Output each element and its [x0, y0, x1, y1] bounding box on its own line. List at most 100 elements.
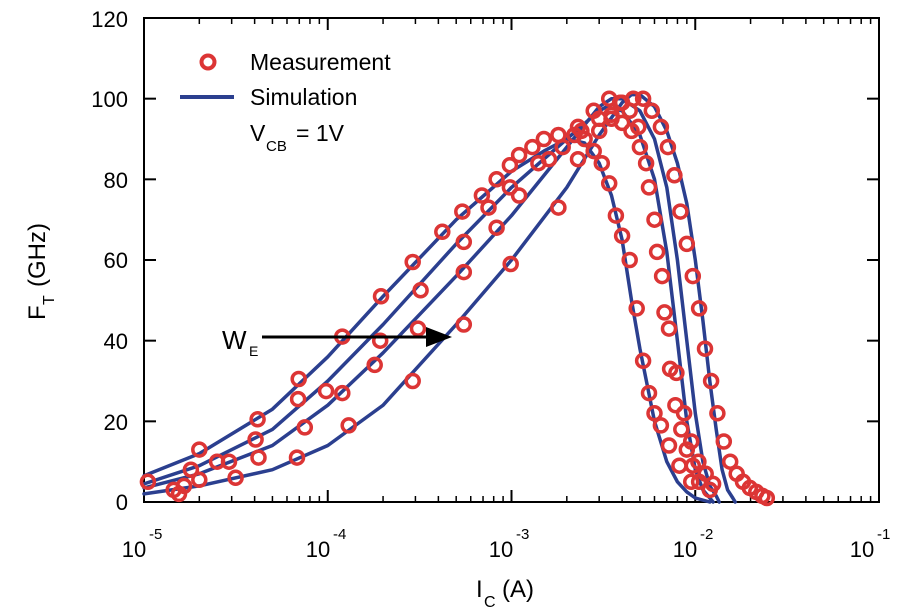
measurement-point [510, 187, 528, 204]
measurement-point [404, 372, 421, 390]
measurement-point [455, 316, 473, 333]
y-tick-label: 80 [104, 168, 128, 193]
y-tick-label: 0 [116, 490, 128, 515]
measurement-point [366, 356, 383, 374]
measurement-point [409, 320, 427, 337]
measurement-point [250, 449, 267, 466]
measurement-point [668, 364, 685, 382]
measurement-point [372, 288, 390, 305]
measurement-point [290, 370, 307, 388]
measurement-point [576, 130, 593, 148]
measurement-point [667, 396, 684, 414]
x-tick-exp: -1 [877, 526, 890, 543]
measurement-point [613, 114, 631, 132]
measurement-point [696, 340, 714, 357]
measurement-point [613, 227, 631, 245]
y-tick-label: 100 [91, 87, 128, 112]
measurement-point [585, 142, 602, 160]
legend-label: Simulation [250, 84, 357, 110]
legend: Measurement Simulation V CB = 1V [180, 49, 391, 155]
x-tick-base: 10 [673, 537, 697, 562]
measurement-point [652, 417, 670, 434]
measurement-point [501, 179, 519, 196]
measurement-point [682, 473, 700, 491]
measurement-point [621, 251, 638, 269]
measurement-point [640, 179, 658, 196]
measurement-points [139, 90, 776, 507]
measurement-point [220, 453, 238, 470]
measurement-point [690, 453, 707, 470]
we-annotation: W E [222, 325, 452, 359]
measurement-point [569, 118, 587, 136]
x-tick-exp: -2 [700, 526, 713, 543]
measurement-point [288, 449, 306, 466]
legend-marker-circle [199, 53, 217, 71]
measurement-point [660, 320, 678, 337]
x-tick-label: 10 -4 [306, 526, 347, 562]
measurement-point [249, 411, 266, 428]
measurement-point [634, 90, 652, 107]
x-tick-label: 10 -2 [673, 526, 714, 562]
measurement-point [404, 253, 421, 271]
measurement-point [524, 138, 541, 156]
measurement-point [590, 122, 608, 140]
measurement-point [678, 441, 696, 458]
measurement-point [473, 187, 491, 204]
measurement-point [704, 475, 722, 493]
measurement-point [455, 233, 473, 251]
measurement-point [289, 390, 307, 408]
y-tick-label: 120 [91, 7, 128, 32]
x-tick-exp: -4 [333, 526, 346, 543]
y-label-unit: (GHz) [24, 223, 51, 287]
measurement-point [455, 263, 473, 281]
x-tick-label: 10 -3 [489, 526, 530, 562]
measurement-point [715, 433, 733, 450]
legend-entry-simulation: Simulation [180, 84, 357, 110]
measurement-point [673, 421, 690, 438]
legend-label: Measurement [250, 49, 391, 75]
measurement-point [659, 138, 677, 156]
measurement-point [672, 203, 689, 220]
simulation-line-4 [142, 92, 737, 504]
y-tick-label: 60 [104, 248, 128, 273]
x-label-sub: C [484, 594, 496, 611]
x-tick-exp: -3 [516, 526, 529, 543]
condition-sub: CB [266, 138, 287, 155]
measurement-point [139, 473, 157, 491]
measurement-point [296, 419, 314, 436]
measurement-point [510, 146, 528, 164]
x-tick-labels: 10 -5 10 -4 10 -3 10 -2 10 -1 [122, 526, 891, 562]
measurement-point [634, 352, 652, 370]
measurement-point [660, 437, 678, 454]
measurement-point [334, 384, 351, 402]
measurement-point [648, 243, 666, 261]
x-tick-exp: -5 [149, 526, 162, 543]
measurement-point [371, 332, 389, 349]
legend-condition: V CB = 1V [250, 120, 345, 155]
x-tick-base: 10 [122, 537, 146, 562]
x-label-unit: (A) [502, 576, 534, 603]
legend-entry-measurement: Measurement [199, 49, 391, 75]
measurement-point [317, 382, 335, 400]
measurement-point [227, 469, 244, 487]
measurement-point [640, 384, 658, 402]
measurement-point [607, 207, 625, 224]
measurement-point [502, 255, 519, 273]
measurement-point [569, 150, 587, 168]
measurement-point [554, 138, 571, 156]
tick-marks [143, 17, 880, 503]
measurement-point [709, 405, 726, 422]
measurement-point [684, 267, 702, 285]
measurement-point [758, 489, 776, 507]
measurement-point [682, 433, 700, 450]
x-label-main: I [476, 576, 483, 603]
measurement-point [191, 471, 208, 489]
measurement-point [646, 405, 663, 422]
measurement-point [593, 154, 611, 172]
measurement-point [646, 211, 663, 228]
measurement-point [721, 453, 739, 470]
measurement-point [488, 171, 505, 188]
measurement-point [550, 199, 567, 216]
measurement-point [175, 477, 193, 495]
